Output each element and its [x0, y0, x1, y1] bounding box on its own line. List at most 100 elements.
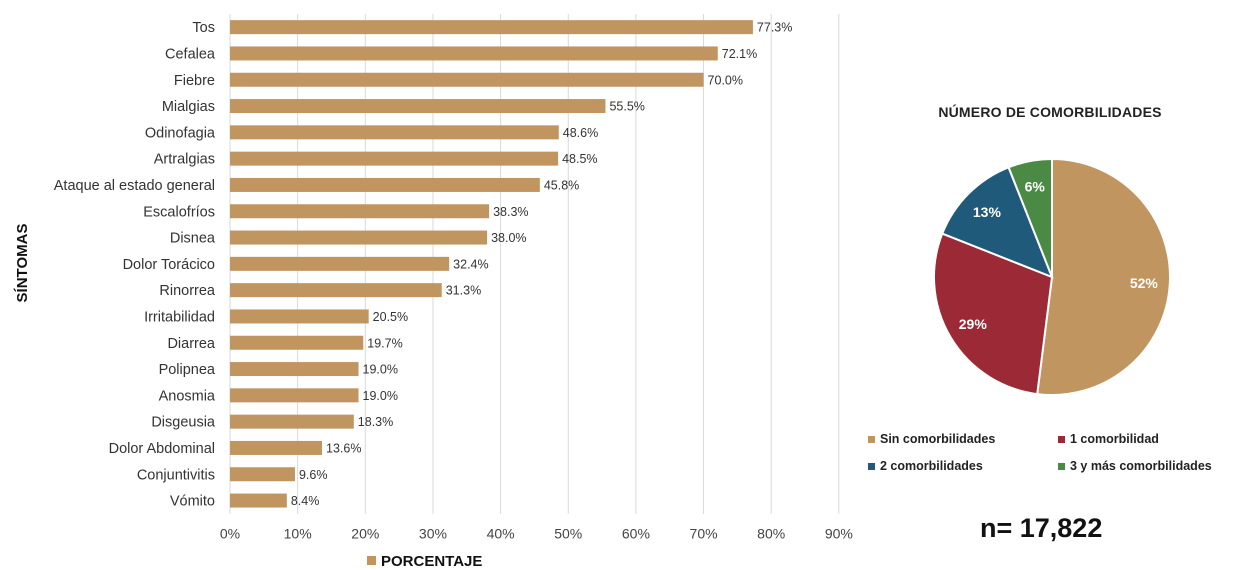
category-label: Polipnea [159, 362, 216, 378]
bar [230, 20, 753, 35]
data-label: 38.0% [491, 231, 526, 245]
x-tick-label: 70% [690, 526, 718, 542]
pie-slice [940, 165, 1054, 279]
bars [230, 20, 753, 508]
category-label: Cefalea [165, 46, 216, 62]
data-label: 9.6% [299, 468, 328, 482]
pie-data-label: 29% [959, 316, 988, 332]
pie-data-label: 13% [973, 204, 1002, 220]
category-label: Rinorrea [159, 283, 216, 299]
category-label: Escalofríos [143, 204, 215, 220]
x-tick-label: 40% [487, 526, 515, 542]
pie-data-labels: 52% 29% 13% 6% [959, 179, 1159, 332]
legend-item-3-y-mas-comorbilidades: 3 y más comorbilidades [1058, 459, 1212, 473]
bar [230, 309, 369, 324]
pie-slices [933, 157, 1171, 396]
category-label: Artralgias [154, 152, 215, 168]
pie-slice [1007, 157, 1053, 278]
legend-label: 3 y más comorbilidades [1070, 459, 1212, 473]
gridlines [229, 14, 840, 514]
category-labels: Tos Cefalea Fiebre Mialgias Odinofagia Artral… [54, 20, 216, 509]
bar [230, 388, 359, 403]
legend-label: PORCENTAJE [381, 553, 482, 570]
legend-item-1-comorbilidad: 1 comorbilidad [1058, 432, 1159, 446]
legend-label: Sin comorbilidades [880, 432, 996, 446]
data-label: 31.3% [446, 284, 481, 298]
pie-data-label: 52% [1130, 275, 1159, 291]
data-label: 48.5% [562, 152, 597, 166]
category-label: Mialgias [162, 99, 215, 115]
bar [230, 125, 559, 140]
data-label: 45.8% [544, 178, 579, 192]
legend-swatch [868, 463, 875, 471]
symptoms-bar-chart: Tos Cefalea Fiebre Mialgias Odinofagia Artral… [14, 14, 853, 570]
legend-label: 2 comorbilidades [880, 459, 983, 473]
bar [230, 99, 606, 114]
data-label: 70.0% [708, 73, 743, 87]
category-label: Fiebre [174, 73, 215, 89]
bar [230, 467, 295, 482]
pie-slice [933, 232, 1054, 396]
data-label: 13.6% [326, 441, 361, 455]
legend-swatch [1058, 463, 1065, 471]
category-label: Disgeusia [151, 415, 216, 431]
category-label: Disnea [170, 231, 216, 247]
bar [230, 177, 540, 192]
x-tick-label: 90% [825, 526, 853, 542]
bar [230, 414, 354, 429]
bar [230, 283, 442, 298]
category-label: Dolor Abdominal [109, 441, 215, 457]
category-label: Diarrea [167, 336, 215, 352]
data-label: 19.0% [363, 363, 398, 377]
y-axis-label: SÍNTOMAS [14, 224, 31, 303]
category-label: Tos [192, 20, 215, 36]
category-label: Conjuntivitis [137, 467, 215, 483]
x-tick-label: 0% [220, 526, 240, 542]
legend-swatch [1058, 436, 1065, 444]
data-label: 19.0% [363, 389, 398, 403]
x-tick-label: 50% [554, 526, 582, 542]
category-label: Ataque al estado general [54, 178, 215, 194]
category-label: Odinofagia [145, 125, 216, 141]
legend-label: 1 comorbilidad [1070, 432, 1159, 446]
data-label: 38.3% [493, 205, 528, 219]
bar [230, 204, 490, 219]
legend-item-2-comorbilidades: 2 comorbilidades [868, 459, 983, 473]
x-tick-labels: 0% 10% 20% 30% 40% 50% 60% 70% 80% 90% [220, 526, 853, 542]
bar [230, 335, 364, 350]
bar [230, 362, 359, 377]
bar [230, 151, 559, 166]
data-labels: 77.3%72.1% 70.0% 55.5% 48.6% 48.5% 45.8% 38.3%… [291, 21, 793, 508]
data-label: 8.4% [291, 494, 320, 508]
bar [230, 256, 450, 271]
sample-size: n= 17,822 [980, 513, 1103, 543]
bar [230, 46, 718, 61]
bar [230, 72, 704, 87]
legend-item-sin-comorbilidades: Sin comorbilidades [868, 432, 995, 446]
comorbidities-pie-chart: 52% 29% 13% 6% [933, 157, 1171, 396]
legend-swatch [367, 556, 376, 565]
x-tick-label: 30% [419, 526, 447, 542]
x-tick-label: 80% [757, 526, 785, 542]
data-label: 19.7% [367, 336, 402, 350]
category-label: Vómito [170, 494, 215, 510]
category-label: Irritabilidad [144, 309, 215, 325]
data-label: 18.3% [358, 415, 393, 429]
pie-slice [1036, 157, 1171, 396]
bar [230, 493, 287, 508]
x-tick-label: 10% [284, 526, 312, 542]
data-label: 72.1% [722, 47, 757, 61]
category-label: Anosmia [159, 388, 216, 404]
bar [230, 230, 488, 245]
category-label: Dolor Torácico [123, 257, 215, 273]
x-tick-label: 20% [351, 526, 379, 542]
data-label: 48.6% [563, 126, 598, 140]
pie-data-label: 6% [1025, 179, 1046, 195]
pie-title: NÚMERO DE COMORBILIDADES [938, 104, 1162, 120]
data-label: 20.5% [373, 310, 408, 324]
data-label: 32.4% [453, 257, 488, 271]
data-label: 77.3% [757, 21, 792, 35]
x-tick-label: 60% [622, 526, 650, 542]
legend-swatch [868, 436, 875, 444]
bar [230, 440, 323, 455]
